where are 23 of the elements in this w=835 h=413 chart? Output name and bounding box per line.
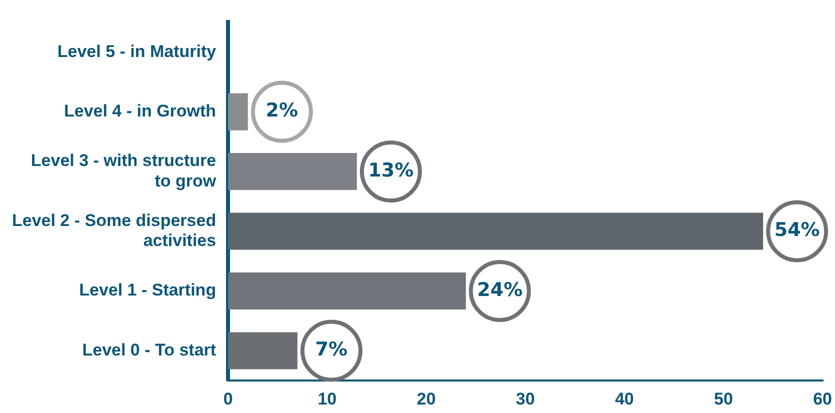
data-label: 2% <box>266 100 298 122</box>
bar <box>228 212 764 250</box>
bar <box>228 332 298 370</box>
data-label: 54% <box>774 219 820 242</box>
bar <box>228 272 466 310</box>
x-tick-label: 10 <box>318 389 337 408</box>
bar <box>228 93 248 130</box>
data-label: 24% <box>477 278 523 301</box>
data-label: 13% <box>368 159 414 182</box>
x-tick-label: 0 <box>223 389 233 408</box>
x-tick-label: 40 <box>614 389 634 408</box>
x-tick-label: 20 <box>416 389 436 408</box>
y-tick-label: Level 3 - with structure to grow <box>30 151 217 190</box>
x-tick-label: 60 <box>813 389 832 408</box>
y-tick-label: Level 0 - To start <box>82 340 216 360</box>
x-tick-label: 30 <box>516 389 535 408</box>
y-tick-label: Level 2 - Some dispersed activities <box>12 210 216 250</box>
y-tick-label: Level 1 - Starting <box>79 280 216 300</box>
y-tick-label: Level 5 - in Maturity <box>57 42 217 61</box>
x-tick-label: 50 <box>714 389 733 408</box>
y-tick-label: Level 4 - in Growth <box>64 101 216 120</box>
data-label: 7% <box>315 338 348 361</box>
bar <box>228 153 357 190</box>
